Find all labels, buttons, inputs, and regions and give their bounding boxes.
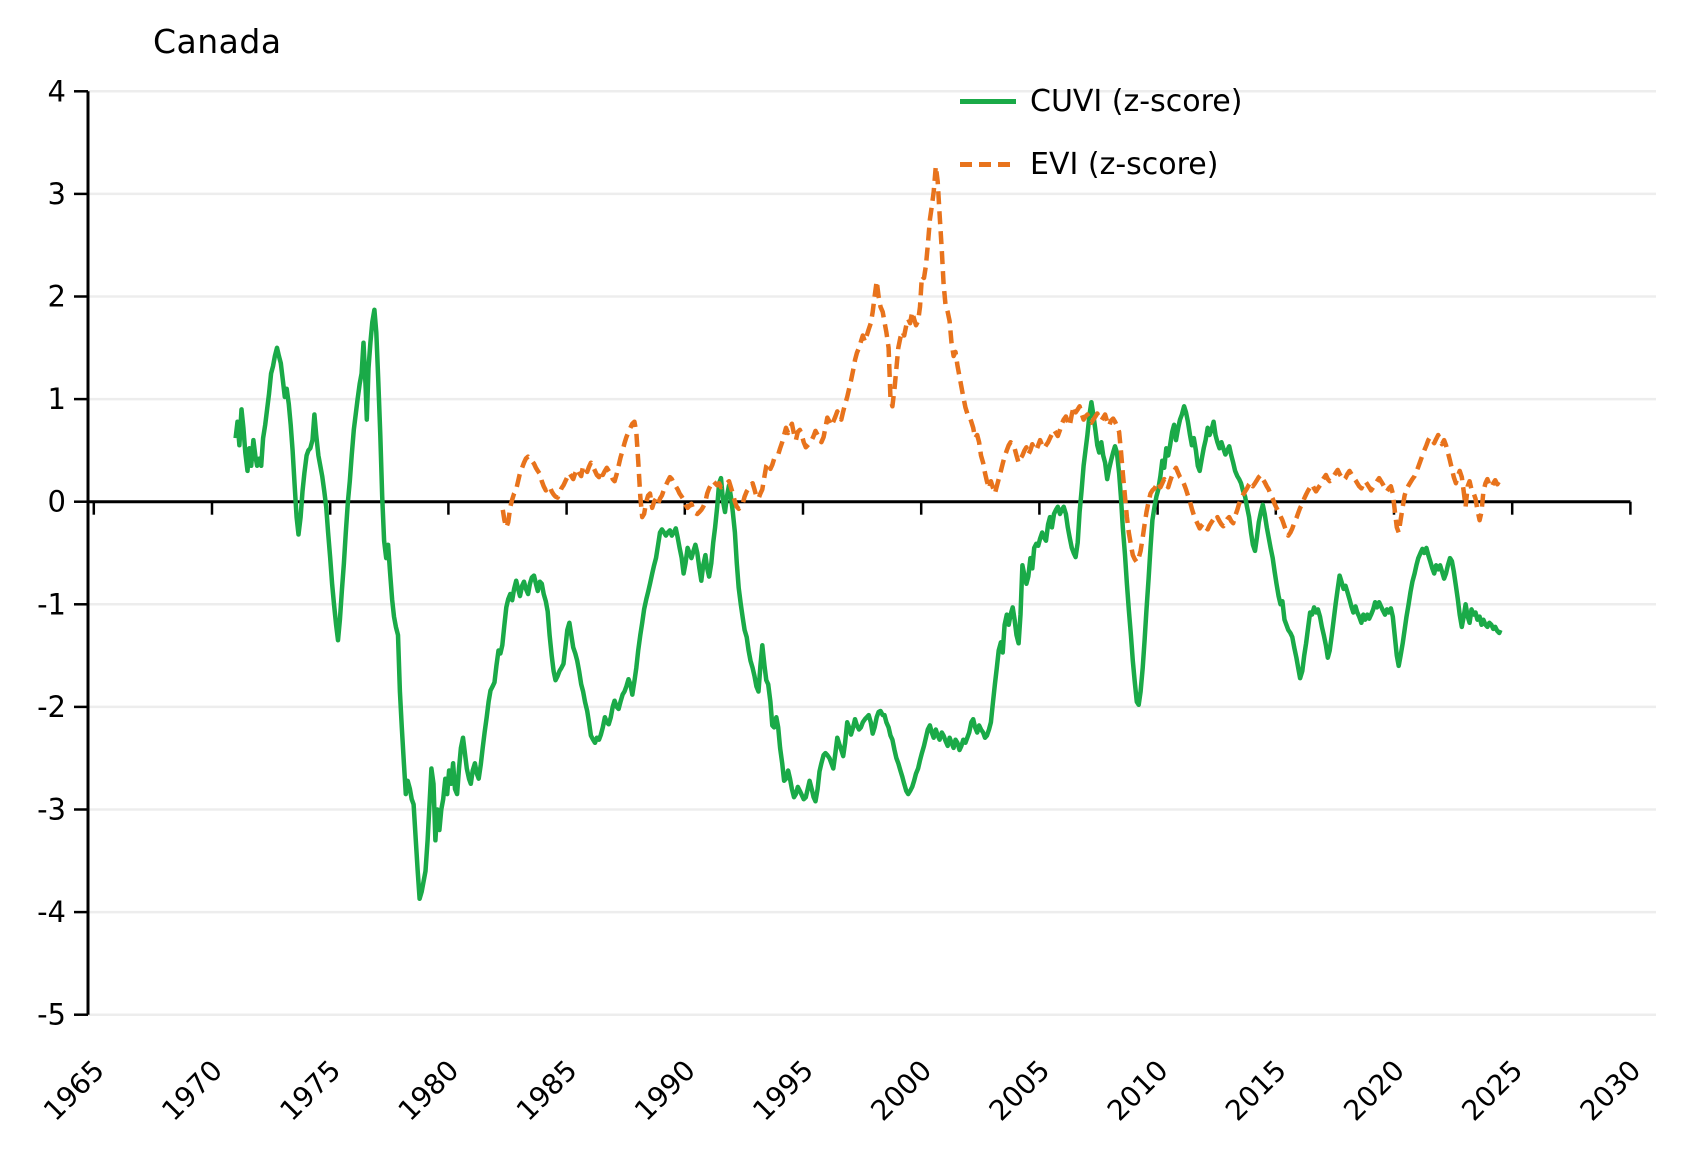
y-tick-label: -5 bbox=[37, 998, 66, 1032]
x-tick-label: 1980 bbox=[392, 1054, 466, 1128]
y-tick-label: -2 bbox=[37, 690, 66, 724]
x-tick-label: 2015 bbox=[1219, 1054, 1293, 1128]
x-tick-label: 2030 bbox=[1574, 1054, 1648, 1128]
x-tick-label: 2020 bbox=[1337, 1054, 1411, 1128]
y-tick-label: 1 bbox=[48, 382, 66, 416]
x-tick-label: 2010 bbox=[1101, 1054, 1175, 1128]
x-tick-label: 2000 bbox=[864, 1054, 938, 1128]
legend-label-cuvi: CUVI (z-score) bbox=[1030, 84, 1243, 119]
evi-series-line bbox=[500, 163, 1503, 565]
y-tick-label: 2 bbox=[48, 280, 66, 314]
x-tick-label: 2025 bbox=[1455, 1054, 1529, 1128]
x-tick-label: 1990 bbox=[628, 1054, 702, 1128]
chart-title: Canada bbox=[153, 22, 282, 61]
x-tick-label: 1995 bbox=[746, 1054, 820, 1128]
y-tick-label: -3 bbox=[37, 793, 66, 827]
cuvi-series-line bbox=[233, 307, 1503, 902]
x-tick-label: 1965 bbox=[37, 1054, 111, 1128]
legend-label-evi: EVI (z-score) bbox=[1030, 147, 1219, 182]
x-tick-label: 1985 bbox=[510, 1054, 584, 1128]
legend-item-cuvi: CUVI (z-score) bbox=[960, 84, 1242, 119]
y-tick-label: -1 bbox=[37, 587, 66, 621]
evi-dashed-line-swatch-icon bbox=[960, 162, 1016, 167]
y-tick-label: -4 bbox=[37, 895, 66, 929]
y-tick-label: 0 bbox=[48, 485, 66, 519]
y-tick-label: 3 bbox=[48, 177, 66, 211]
legend: CUVI (z-score) EVI (z-score) bbox=[960, 84, 1242, 182]
x-tick-label: 1975 bbox=[273, 1054, 347, 1128]
y-tick-label: 4 bbox=[48, 74, 66, 108]
legend-item-evi: EVI (z-score) bbox=[960, 147, 1242, 182]
x-tick-label: 1970 bbox=[155, 1054, 229, 1128]
cuvi-solid-line-swatch-icon bbox=[960, 99, 1016, 104]
x-tick-label: 2005 bbox=[983, 1054, 1057, 1128]
